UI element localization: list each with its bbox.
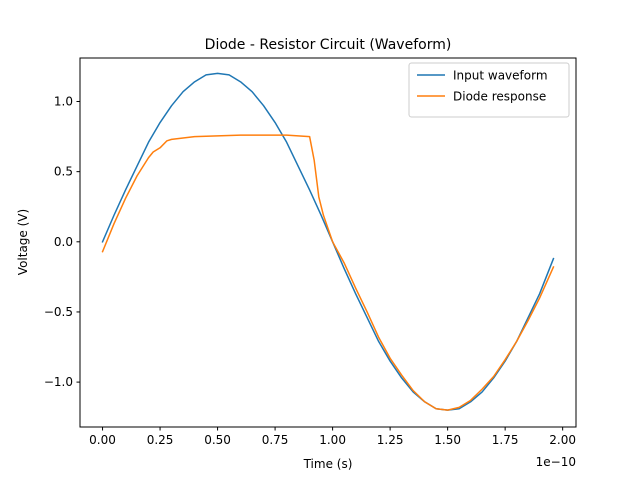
x-tick-label: 2.00: [549, 433, 576, 447]
y-axis-label: Voltage (V): [16, 209, 30, 275]
chart-title: Diode - Resistor Circuit (Waveform): [205, 37, 452, 53]
x-axis-offset-label: 1e−10: [536, 455, 576, 469]
series-line-2: [101, 134, 555, 411]
series-line-1: [101, 72, 555, 411]
x-tick-label: 1.75: [492, 433, 519, 447]
x-axis-ticks: 0.00 0.25 0.50 0.75 1.00 1.25 1.50 1.75 2.00: [89, 427, 576, 447]
legend: Input waveform Diode response: [408, 62, 570, 118]
plot-lines: [101, 72, 555, 411]
x-tick-label: 0.50: [204, 433, 231, 447]
legend-box: [408, 62, 570, 118]
x-tick-label: 0.25: [147, 433, 174, 447]
y-tick-label: −0.5: [44, 305, 73, 319]
y-tick-label: 1.0: [54, 94, 73, 108]
y-tick-label: −1.0: [44, 375, 73, 389]
legend-label: Input waveform: [453, 69, 548, 83]
x-axis-label: Time (s): [303, 457, 353, 471]
x-tick-label: 1.25: [377, 433, 404, 447]
legend-label: Diode response: [453, 90, 546, 104]
y-axis-ticks: −1.0 −0.5 0.0 0.5 1.0: [44, 94, 80, 389]
x-tick-label: 0.00: [89, 433, 116, 447]
plot-frame: [79, 57, 577, 428]
y-tick-label: 0.0: [54, 235, 73, 249]
x-tick-label: 0.75: [262, 433, 289, 447]
x-tick-label: 1.00: [319, 433, 346, 447]
x-tick-label: 1.50: [434, 433, 461, 447]
y-tick-label: 0.5: [54, 165, 73, 179]
